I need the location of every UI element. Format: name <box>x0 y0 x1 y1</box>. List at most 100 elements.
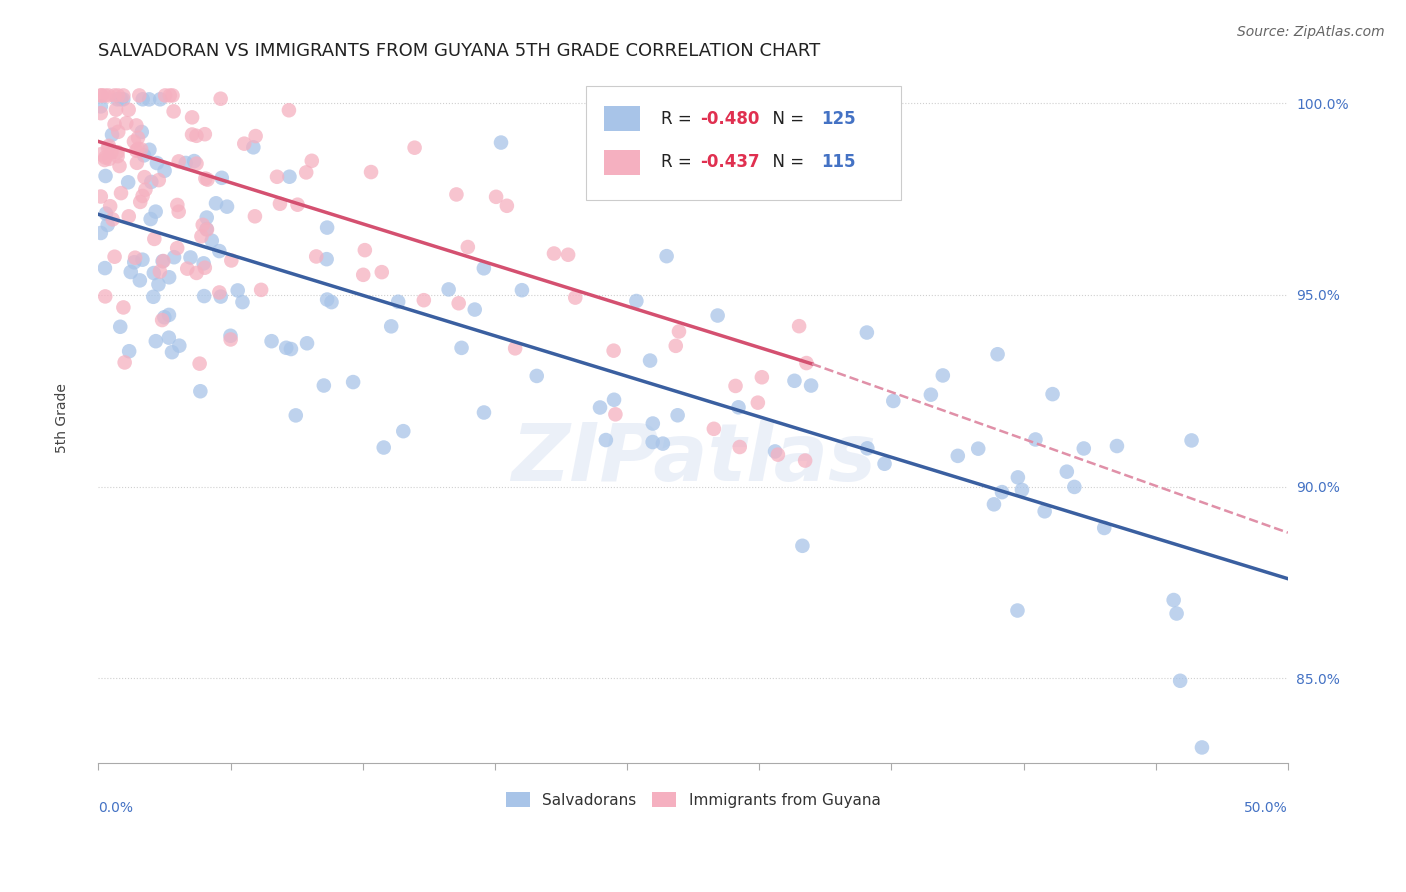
Point <box>118 210 141 224</box>
Point <box>166 198 188 212</box>
Point <box>193 289 215 303</box>
Point <box>221 253 243 268</box>
Point <box>162 104 184 119</box>
Point <box>152 254 174 268</box>
Point <box>219 333 242 347</box>
Point <box>105 92 128 106</box>
Point <box>543 246 565 260</box>
Point <box>766 448 789 462</box>
Point <box>437 282 460 296</box>
Point <box>110 186 132 200</box>
Point <box>115 116 138 130</box>
Point <box>186 266 208 280</box>
Point <box>873 457 896 471</box>
Point <box>464 302 486 317</box>
Point <box>176 261 198 276</box>
Point <box>312 378 335 392</box>
Point <box>90 147 112 161</box>
Point <box>983 497 1005 511</box>
Point <box>242 140 264 154</box>
Point <box>1168 673 1191 688</box>
Point <box>280 342 302 356</box>
Point <box>447 296 470 310</box>
Point <box>101 212 124 227</box>
Point <box>160 345 183 359</box>
Point <box>668 325 690 339</box>
Point <box>195 222 218 236</box>
Point <box>380 319 402 334</box>
Point <box>751 370 773 384</box>
Point <box>626 293 648 308</box>
Text: ZIPatlas: ZIPatlas <box>510 420 876 498</box>
Point <box>215 200 238 214</box>
Point <box>485 190 508 204</box>
Point <box>132 148 155 162</box>
Point <box>98 152 121 166</box>
Point <box>97 218 120 232</box>
Point <box>94 169 117 183</box>
Text: R =: R = <box>661 153 697 171</box>
Point <box>125 156 148 170</box>
Point <box>103 250 125 264</box>
Point <box>305 250 328 264</box>
Point <box>763 444 786 458</box>
Point <box>148 277 170 292</box>
Text: 0.0%: 0.0% <box>98 801 134 814</box>
Point <box>108 159 131 173</box>
Point <box>90 99 112 113</box>
Point <box>800 378 823 392</box>
Point <box>90 88 112 103</box>
Point <box>472 261 495 276</box>
Point <box>284 409 307 423</box>
Point <box>277 103 299 118</box>
Point <box>127 142 149 156</box>
Point <box>510 283 533 297</box>
Point <box>295 336 318 351</box>
Point <box>245 129 267 144</box>
Text: 5th Grade: 5th Grade <box>55 383 69 452</box>
Point <box>124 251 146 265</box>
Point <box>371 265 394 279</box>
Point <box>153 88 176 103</box>
Point <box>107 88 129 103</box>
Point <box>605 407 627 421</box>
Point <box>152 254 174 268</box>
Point <box>138 92 160 106</box>
Point <box>651 436 673 450</box>
Point <box>557 248 579 262</box>
Point <box>90 106 112 120</box>
Point <box>110 319 132 334</box>
Point <box>101 128 124 142</box>
Point <box>188 357 211 371</box>
Point <box>641 417 664 431</box>
Point <box>112 88 135 103</box>
Point <box>794 453 817 467</box>
Point <box>181 128 204 142</box>
Point <box>301 153 323 168</box>
Point <box>186 128 208 143</box>
Point <box>321 295 343 310</box>
Point <box>97 88 120 103</box>
Point <box>94 261 117 276</box>
Point <box>1063 480 1085 494</box>
Point <box>316 293 339 307</box>
Point <box>1033 504 1056 518</box>
Point <box>195 222 218 236</box>
Point <box>946 449 969 463</box>
Point <box>208 285 231 300</box>
Point <box>920 387 942 401</box>
Point <box>602 343 624 358</box>
Point <box>231 295 253 310</box>
Point <box>603 392 626 407</box>
Point <box>243 209 266 223</box>
Point <box>360 165 382 179</box>
Text: 115: 115 <box>821 153 856 171</box>
Point <box>188 384 211 399</box>
Point <box>250 283 273 297</box>
Point <box>142 266 165 280</box>
Point <box>1024 433 1046 447</box>
Point <box>1166 607 1188 621</box>
Point <box>186 156 208 170</box>
Point <box>167 154 190 169</box>
Point <box>967 442 990 456</box>
